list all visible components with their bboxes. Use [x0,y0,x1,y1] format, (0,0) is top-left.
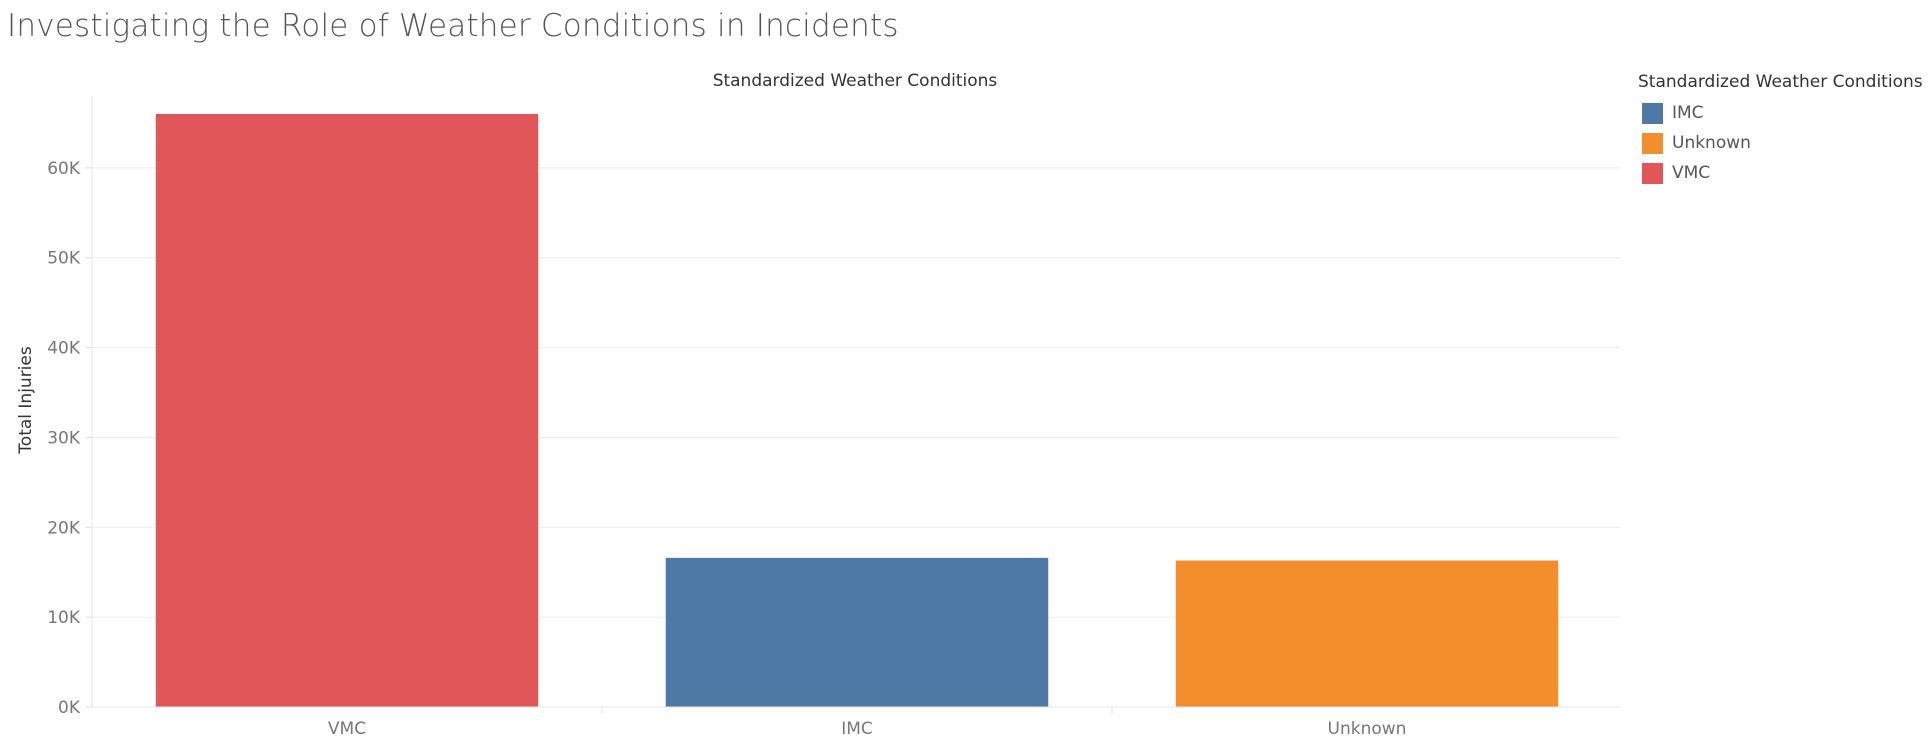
y-tick-label: 10K [47,608,81,628]
y-tick-label: 50K [47,249,81,269]
legend-swatch [1642,132,1663,154]
bars [155,113,1559,708]
y-tick-label: 30K [47,428,81,448]
y-tick-label: 40K [47,339,81,359]
legend-item-vmc[interactable]: VMC [1638,158,1929,188]
x-tick-label: IMC [841,719,873,739]
bar-vmc[interactable] [155,113,539,708]
y-tick-label: 20K [47,518,81,538]
legend-item-imc[interactable]: IMC [1638,98,1929,128]
bar-unknown[interactable] [1175,560,1559,707]
bar-chart: 0K 10K 20K 30K 40K 50K 60K VMC IMC Unknown Standa… [16,71,1620,739]
x-tick-label: VMC [328,719,366,739]
page-title: Investigating the Role of Weather Condit… [7,8,899,44]
legend-item-unknown[interactable]: Unknown [1638,128,1929,158]
legend-label: IMC [1672,103,1704,123]
legend-swatch [1642,102,1663,124]
legend-label: VMC [1672,163,1711,183]
chart-title: Standardized Weather Conditions [713,71,998,91]
legend: Standardized Weather Conditions IMC Unkno… [1638,72,1929,188]
bar-imc[interactable] [665,557,1049,707]
y-axis-label: Total Injuries [16,346,36,455]
y-tick-label: 0K [58,698,81,718]
legend-title: Standardized Weather Conditions [1638,72,1923,92]
axes: 0K 10K 20K 30K 40K 50K 60K VMC IMC Unknown [47,96,1620,739]
y-tick-label: 60K [47,159,81,179]
legend-items: IMC Unknown VMC [1638,98,1929,188]
legend-swatch [1642,162,1663,184]
legend-label: Unknown [1672,133,1751,153]
x-tick-label: Unknown [1328,719,1407,739]
